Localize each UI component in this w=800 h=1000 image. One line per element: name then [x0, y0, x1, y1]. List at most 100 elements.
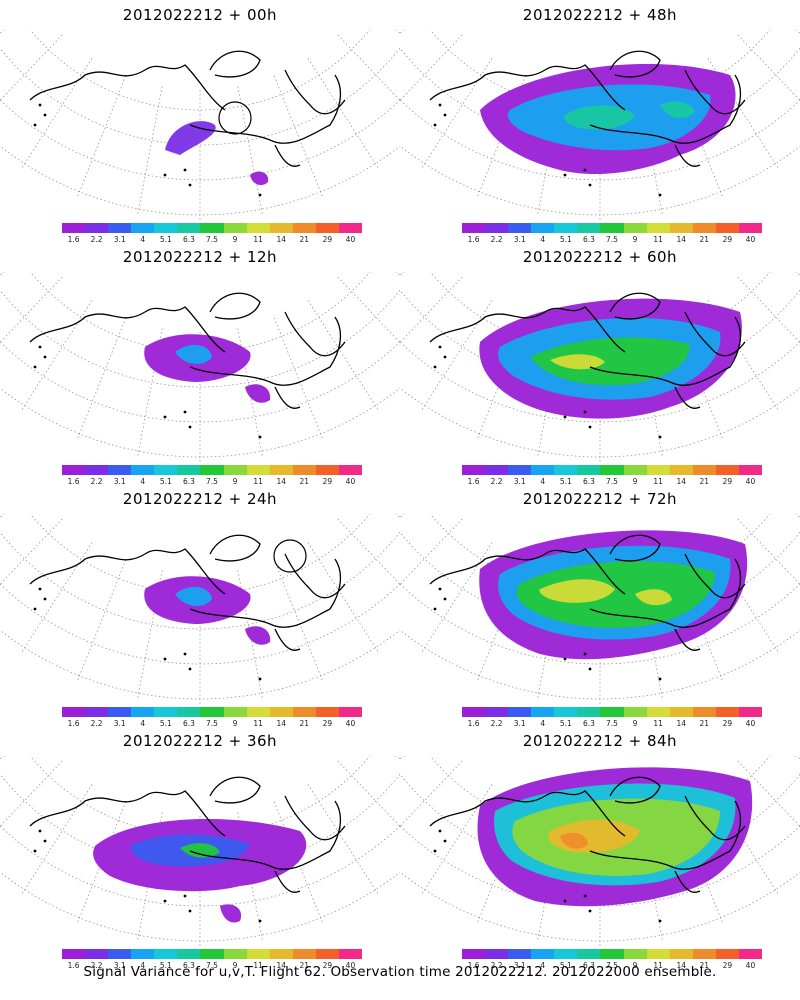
colorbar-tick-label: 9 [232, 235, 238, 244]
colorbar-swatch [62, 949, 86, 959]
colorbar-swatch [62, 465, 86, 475]
colorbar-tick-label: 7.5 [606, 719, 618, 728]
panel-title: 2012022212 + 00h [122, 6, 278, 24]
colorbar-swatch [131, 223, 155, 233]
colorbar-tick-label: 5.1 [159, 961, 172, 970]
variance-contour [564, 105, 635, 130]
colorbar-swatch [623, 949, 647, 959]
colorbar-swatch [738, 223, 763, 233]
variance-contour [165, 121, 216, 155]
colorbar [62, 223, 363, 233]
graticule [0, 30, 400, 220]
colorbar-swatch [315, 223, 339, 233]
variance-contour [245, 384, 271, 403]
colorbar-tick-label: 21 [699, 961, 710, 970]
colorbar-swatch [485, 949, 509, 959]
colorbar-tick-label: 2.2 [490, 961, 503, 970]
colorbar-swatch [462, 223, 486, 233]
colorbar-swatch [738, 465, 763, 475]
colorbar-swatch [577, 465, 601, 475]
colorbar-swatch [246, 223, 270, 233]
colorbar-swatch [200, 949, 224, 959]
colorbar-tick-label: 40 [745, 961, 756, 970]
observation-circle [273, 539, 307, 573]
colorbar-swatch [462, 707, 486, 717]
map-panel: 2012022212 + 84h 1.6 2.2 3.1 4 5.1 6.3 7.5 9 11 14… [400, 726, 800, 976]
colorbar-swatch [485, 223, 509, 233]
colorbar-swatch [269, 223, 293, 233]
colorbar-tick-label: 6.3 [582, 477, 595, 486]
colorbar-tick-label: 2.2 [90, 235, 103, 244]
colorbar-swatch [646, 223, 670, 233]
colorbar-ticks: 1.6 2.2 3.1 4 5.1 6.3 7.5 9 11 14 21 29 40 [448, 235, 778, 245]
colorbar-tick-label: 6.3 [582, 235, 595, 244]
colorbar-swatch [246, 465, 270, 475]
colorbar-swatch [292, 949, 316, 959]
colorbar-tick-label: 2.2 [490, 235, 503, 244]
colorbar-tick-label: 7.5 [606, 235, 618, 244]
colorbar-swatch [154, 223, 178, 233]
colorbar-tick-label: 40 [345, 719, 356, 728]
variance-contour [550, 354, 605, 370]
observation-circle [218, 101, 252, 135]
colorbar-swatch [108, 465, 132, 475]
variance-contour [175, 344, 212, 364]
colorbar [62, 949, 363, 959]
colorbar-tick-label: 40 [345, 235, 356, 244]
colorbar-swatch [246, 949, 270, 959]
colorbar-tick-label: 7.5 [206, 719, 218, 728]
colorbar-tick-label: 6.3 [582, 719, 595, 728]
colorbar-tick-label: 11 [253, 477, 263, 486]
colorbar-swatch [554, 949, 578, 959]
colorbar-swatch [669, 465, 693, 475]
colorbar-swatch [646, 949, 670, 959]
colorbar-tick-label: 5.1 [559, 719, 572, 728]
colorbar-tick-label: 14 [676, 477, 686, 486]
colorbar [462, 223, 763, 233]
colorbar-swatch [223, 707, 247, 717]
colorbar-swatch [531, 707, 555, 717]
variance-contour [530, 337, 690, 386]
colorbar-tick-label: 14 [276, 719, 286, 728]
colorbar-swatch [200, 465, 224, 475]
colorbar-tick-label: 5.1 [559, 235, 572, 244]
variance-contour [250, 171, 269, 186]
panel-title: 2012022212 + 48h [522, 6, 678, 24]
colorbar-tick-label: 4 [140, 719, 146, 728]
colorbar-tick-label: 29 [722, 961, 733, 970]
colorbar-swatch [85, 707, 109, 717]
colorbar-swatch [577, 949, 601, 959]
colorbar-swatch [669, 949, 693, 959]
colorbar-tick-label: 11 [253, 961, 263, 970]
colorbar-tick-label: 2.2 [490, 477, 503, 486]
colorbar-tick-label: 21 [699, 719, 710, 728]
colorbar-tick-label: 3.1 [513, 961, 526, 970]
colorbar-tick-label: 3.1 [513, 235, 526, 244]
colorbar-tick-label: 29 [722, 235, 733, 244]
colorbar-swatch [646, 707, 670, 717]
islands [433, 829, 662, 923]
colorbar-tick-label: 5.1 [159, 477, 172, 486]
colorbar-swatch [600, 465, 624, 475]
colorbar-tick-label: 4 [540, 719, 546, 728]
colorbar-swatch [85, 949, 109, 959]
colorbar-swatch [669, 223, 693, 233]
islands [33, 103, 262, 197]
colorbar-swatch [485, 707, 509, 717]
panel-title: 2012022212 + 24h [122, 490, 278, 508]
colorbar-tick-label: 9 [232, 477, 238, 486]
colorbar-swatch [131, 465, 155, 475]
colorbar-tick-label: 1.6 [467, 719, 480, 728]
colorbar-tick-label: 2.2 [90, 477, 103, 486]
colorbar-swatch [692, 465, 716, 475]
colorbar-swatch [508, 465, 532, 475]
map-panel: 2012022212 + 00h 1.6 2.2 3.1 4 5.1 6.3 7.5 9 11 14… [0, 0, 400, 250]
colorbar-swatch [508, 223, 532, 233]
colorbar-swatch [315, 465, 339, 475]
colorbar-tick-label: 2.2 [490, 719, 503, 728]
variance-contour [560, 832, 588, 849]
colorbar-tick-label: 6.3 [182, 719, 195, 728]
colorbar-swatch [154, 465, 178, 475]
colorbar-swatch [738, 707, 763, 717]
colorbar-swatch [646, 465, 670, 475]
